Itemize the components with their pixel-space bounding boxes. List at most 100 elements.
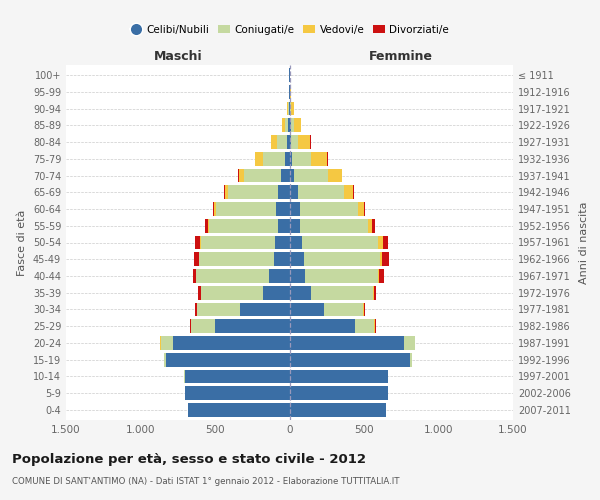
- Bar: [213, 202, 214, 216]
- Bar: [304, 252, 380, 266]
- Bar: [290, 118, 293, 132]
- Bar: [382, 252, 389, 266]
- Bar: [290, 320, 355, 333]
- Bar: [190, 320, 191, 333]
- Bar: [290, 336, 404, 350]
- Bar: [290, 286, 311, 300]
- Bar: [195, 236, 200, 250]
- Text: Popolazione per età, sesso e stato civile - 2012: Popolazione per età, sesso e stato civil…: [12, 452, 366, 466]
- Bar: [364, 202, 365, 216]
- Bar: [341, 168, 343, 182]
- Bar: [197, 302, 241, 316]
- Bar: [324, 302, 363, 316]
- Bar: [311, 286, 373, 300]
- Bar: [383, 236, 388, 250]
- Bar: [378, 236, 383, 250]
- Bar: [328, 168, 341, 182]
- Bar: [404, 336, 415, 350]
- Bar: [185, 386, 290, 400]
- Bar: [201, 236, 275, 250]
- Bar: [185, 370, 290, 384]
- Bar: [276, 202, 290, 216]
- Bar: [283, 118, 286, 132]
- Bar: [375, 320, 376, 333]
- Bar: [166, 353, 290, 366]
- Legend: Celibi/Nubili, Coniugati/e, Vedovi/e, Divorziati/e: Celibi/Nubili, Coniugati/e, Vedovi/e, Di…: [126, 20, 453, 39]
- Bar: [194, 252, 199, 266]
- Bar: [164, 353, 166, 366]
- Bar: [291, 135, 298, 149]
- Bar: [199, 286, 200, 300]
- Bar: [278, 219, 290, 232]
- Bar: [311, 152, 328, 166]
- Bar: [217, 202, 276, 216]
- Bar: [200, 236, 201, 250]
- Bar: [201, 286, 263, 300]
- Bar: [275, 236, 290, 250]
- Bar: [184, 370, 185, 384]
- Bar: [290, 168, 294, 182]
- Bar: [380, 252, 382, 266]
- Bar: [290, 353, 410, 366]
- Bar: [292, 152, 311, 166]
- Bar: [193, 269, 196, 283]
- Bar: [372, 219, 375, 232]
- Bar: [290, 403, 386, 417]
- Bar: [196, 269, 269, 283]
- Bar: [285, 152, 290, 166]
- Bar: [294, 168, 328, 182]
- Bar: [379, 269, 384, 283]
- Bar: [290, 252, 304, 266]
- Bar: [209, 219, 278, 232]
- Y-axis label: Anni di nascita: Anni di nascita: [579, 201, 589, 284]
- Bar: [224, 186, 229, 199]
- Bar: [358, 202, 364, 216]
- Bar: [290, 152, 292, 166]
- Bar: [238, 168, 239, 182]
- Bar: [241, 302, 290, 316]
- Bar: [344, 186, 353, 199]
- Bar: [290, 186, 298, 199]
- Bar: [188, 403, 290, 417]
- Text: Maschi: Maschi: [154, 50, 202, 64]
- Bar: [278, 186, 290, 199]
- Bar: [286, 118, 289, 132]
- Bar: [410, 353, 412, 366]
- Bar: [205, 219, 208, 232]
- Bar: [290, 202, 300, 216]
- Bar: [289, 118, 290, 132]
- Bar: [263, 152, 285, 166]
- Bar: [274, 252, 290, 266]
- Bar: [255, 152, 263, 166]
- Bar: [298, 135, 310, 149]
- Bar: [271, 135, 277, 149]
- Bar: [368, 219, 372, 232]
- Bar: [287, 135, 290, 149]
- Bar: [305, 269, 378, 283]
- Bar: [290, 269, 305, 283]
- Bar: [355, 320, 374, 333]
- Bar: [290, 219, 300, 232]
- Bar: [214, 202, 217, 216]
- Bar: [161, 336, 173, 350]
- Bar: [290, 236, 302, 250]
- Bar: [290, 302, 324, 316]
- Bar: [199, 252, 274, 266]
- Bar: [208, 219, 209, 232]
- Bar: [290, 386, 388, 400]
- Bar: [378, 269, 379, 283]
- Bar: [373, 286, 374, 300]
- Text: Femmine: Femmine: [369, 50, 433, 64]
- Bar: [269, 269, 290, 283]
- Y-axis label: Fasce di età: Fasce di età: [17, 210, 27, 276]
- Bar: [263, 286, 290, 300]
- Bar: [239, 168, 244, 182]
- Bar: [191, 320, 215, 333]
- Bar: [229, 186, 278, 199]
- Bar: [289, 102, 290, 116]
- Bar: [290, 102, 291, 116]
- Bar: [300, 219, 368, 232]
- Bar: [288, 102, 289, 116]
- Bar: [287, 102, 288, 116]
- Bar: [291, 102, 294, 116]
